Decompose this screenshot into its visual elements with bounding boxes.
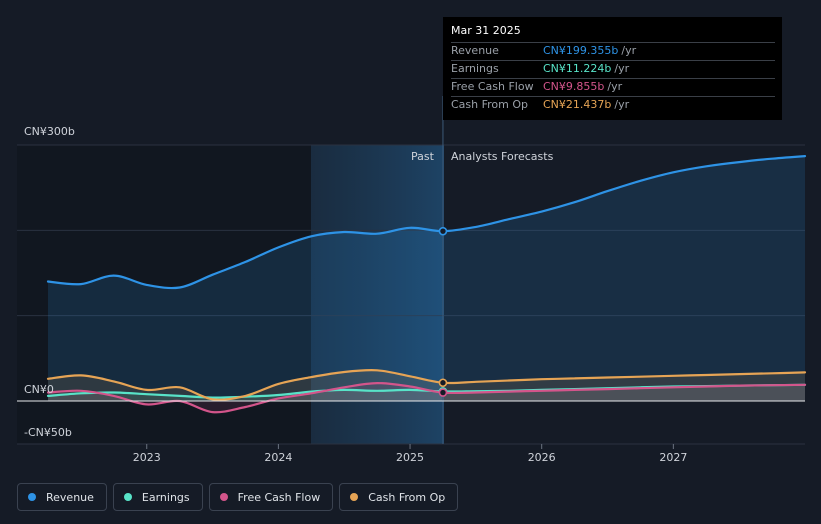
x-tick-label: 2025: [396, 451, 424, 464]
tooltip: Mar 31 2025 Revenue CN¥199.355b /yr Earn…: [443, 17, 782, 120]
y-axis-label: CN¥300b: [24, 125, 75, 138]
free-cash-flow-area: [48, 383, 805, 413]
cash-from-op-dot-icon: [350, 493, 359, 501]
legend-item-earnings[interactable]: Earnings: [112, 483, 203, 511]
legend-label: Cash From Op: [368, 490, 446, 504]
tooltip-unit: /yr: [607, 80, 623, 93]
legend-item-cash-from-op[interactable]: Cash From Op: [339, 483, 459, 511]
legend-label: Revenue: [46, 490, 94, 504]
revenue-area: [48, 156, 805, 401]
forecast-label: Analysts Forecasts: [451, 150, 554, 163]
x-tick-label: 2026: [528, 451, 556, 464]
free-cash-flow-dot-icon: [219, 493, 228, 501]
tooltip-row-earnings: Earnings CN¥11.224b /yr: [451, 60, 775, 78]
tooltip-unit: /yr: [614, 62, 630, 75]
tooltip-label: Earnings: [451, 62, 499, 75]
tooltip-row-revenue: Revenue CN¥199.355b /yr: [451, 42, 775, 60]
x-tick-label: 2024: [264, 451, 292, 464]
tooltip-label: Free Cash Flow: [451, 80, 534, 93]
past-highlight-region: [311, 145, 444, 444]
y-axis-label: -CN¥50b: [24, 426, 72, 439]
y-axis-labels: CN¥300b CN¥0 -CN¥50b: [24, 125, 75, 439]
tooltip-value: CN¥21.437b: [543, 98, 612, 111]
tooltip-label: Revenue: [451, 44, 499, 57]
tooltip-value: CN¥199.355b: [543, 44, 619, 57]
revenue-marker: [438, 226, 448, 236]
tooltip-row-cash-from-op: Cash From Op CN¥21.437b /yr: [451, 96, 775, 114]
revenue-dot-icon: [28, 493, 36, 501]
tooltip-label: Cash From Op: [451, 98, 529, 111]
legend: Revenue Earnings Free Cash Flow Cash Fro…: [17, 483, 459, 511]
tooltip-date: Mar 31 2025: [451, 24, 521, 37]
x-tick-label: 2027: [659, 451, 687, 464]
tooltip-value: CN¥9.855b: [543, 80, 605, 93]
legend-label: Free Cash Flow: [237, 490, 321, 504]
tooltip-unit: /yr: [621, 44, 637, 57]
past-label: Past: [411, 150, 435, 163]
tooltip-unit: /yr: [614, 98, 630, 111]
revenue-line: [46, 155, 807, 290]
free-cash-flow-marker: [438, 388, 448, 397]
highlight-markers: [438, 226, 448, 397]
legend-item-revenue[interactable]: Revenue: [17, 483, 107, 511]
legend-label: Earnings: [141, 490, 190, 504]
cash-from-op-marker: [438, 378, 448, 388]
cash-from-op-line: [46, 369, 807, 401]
tooltip-row-free-cash-flow: Free Cash Flow CN¥9.855b /yr: [451, 78, 775, 96]
x-tick-label: 2023: [133, 451, 161, 464]
x-axis-ticks: 2023 2024 2025 2026 2027: [133, 444, 687, 464]
tooltip-value: CN¥11.224b: [543, 62, 612, 75]
y-axis-label: CN¥0: [24, 383, 54, 396]
earnings-dot-icon: [123, 493, 132, 501]
legend-item-free-cash-flow[interactable]: Free Cash Flow: [208, 483, 334, 511]
